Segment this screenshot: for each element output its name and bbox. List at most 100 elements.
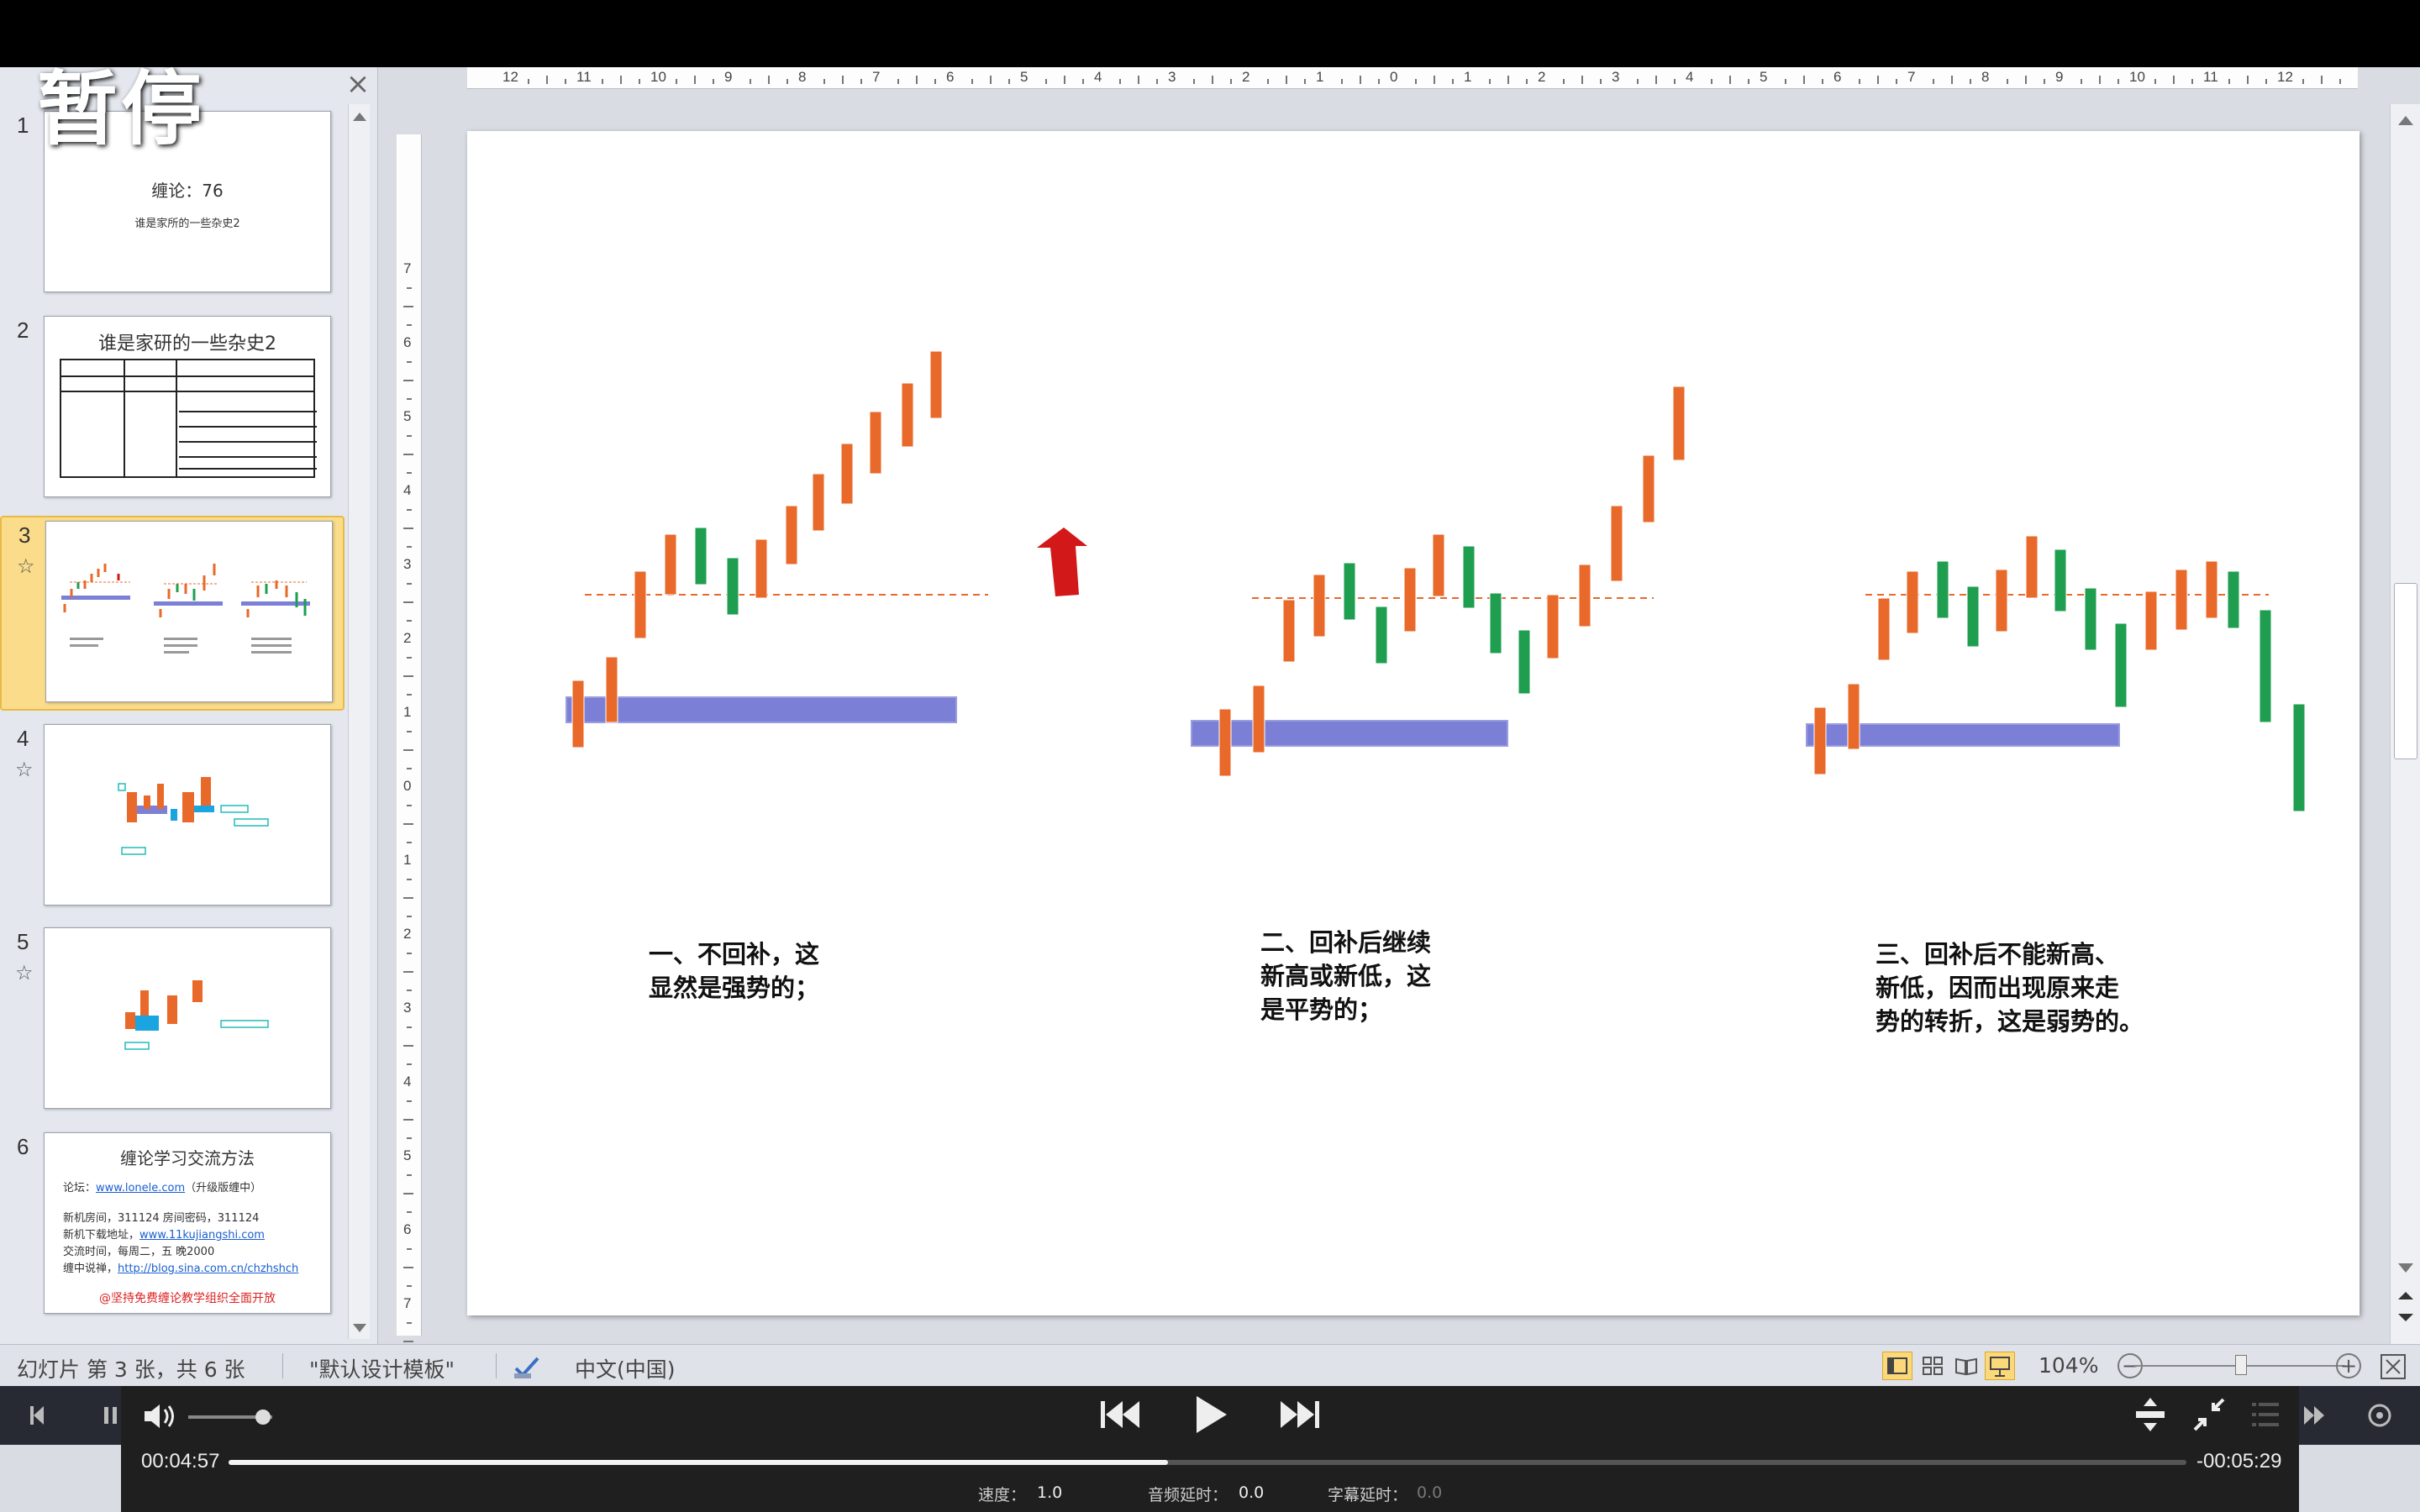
ruler-tick (565, 79, 566, 84)
zoom-slider-thumb[interactable] (2235, 1355, 2247, 1375)
scroll-down-icon[interactable] (353, 1324, 366, 1332)
thumbnail-title: 缠论学习交流方法 (120, 1148, 255, 1168)
close-pane-icon[interactable]: × (345, 67, 371, 101)
vertical-ruler: 7 6 5 4 3 2 1 0 1 2 3 4 5 6 7 (397, 134, 422, 1361)
caption-line: 是平势的； (1260, 995, 1383, 1024)
next-slide-icon[interactable] (2398, 1314, 2413, 1321)
normal-view-button[interactable] (1882, 1352, 1912, 1380)
slide-sorter-button[interactable] (1918, 1352, 1948, 1380)
down-candle (726, 557, 739, 616)
caption-line: 势的转折，这是弱势的。 (1876, 1007, 2144, 1036)
thumbnail-row-4[interactable]: 4 ☆ (0, 721, 345, 916)
down-candle (1462, 545, 1476, 609)
reading-view-button[interactable] (1951, 1352, 1981, 1380)
ruler-tick (2247, 76, 2249, 84)
ruler-tick (750, 79, 751, 84)
slideshow-icon (1990, 1357, 2010, 1377)
ruler-tick (407, 1322, 412, 1324)
up-candle (605, 656, 618, 723)
thumbnail-row-2[interactable]: 2 谁是家研的一些杂史2 (0, 312, 345, 507)
slideshow-button[interactable] (1985, 1352, 2015, 1380)
ruler-tick (2118, 79, 2119, 84)
ruler-tick (2321, 76, 2323, 84)
ruler-tick (934, 79, 936, 84)
next-icon[interactable] (1277, 1394, 1324, 1435)
previous-icon[interactable] (1096, 1394, 1143, 1435)
progress-bar[interactable] (229, 1460, 2186, 1465)
room-line: 新机房间，311124 房间密码，311124 (63, 1212, 260, 1225)
ruler-number: 9 (724, 69, 733, 85)
scroll-thumb[interactable] (2394, 583, 2417, 759)
volume-icon[interactable] (141, 1399, 178, 1433)
up-candle (571, 680, 585, 748)
ruler-number: 3 (1168, 69, 1176, 85)
volume-knob[interactable] (255, 1410, 271, 1425)
exit-fullscreen-icon[interactable] (2191, 1396, 2227, 1433)
caption-weak: 三、回补后不能新高、 新低，因而出现原来走 势的转折，这是弱势的。 (1876, 937, 2144, 1038)
zoom-level[interactable]: 104% (2039, 1353, 2099, 1378)
ruler-tick (407, 805, 412, 806)
ruler-tick (2228, 79, 2230, 84)
thumbnail-scrollbar[interactable] (348, 104, 370, 1339)
thumbnail-card[interactable] (44, 724, 331, 906)
ruler-tick (1341, 79, 1343, 84)
thumbnail-row-3[interactable]: 3 ☆ (0, 516, 345, 711)
slide-scrollbar[interactable] (2390, 104, 2420, 1344)
caption-line: 显然是强势的； (649, 974, 820, 1002)
ruler-tick (620, 76, 622, 84)
audio-delay-value[interactable]: 0.0 (1239, 1483, 1265, 1502)
caption-line: 一、不回补，这 (649, 940, 820, 969)
slide-number: 2 (17, 318, 29, 343)
down-candle (2084, 587, 2097, 651)
ruler-tick (1212, 76, 1213, 84)
thumbnail-card[interactable]: 谁是家研的一些杂史2 (44, 316, 331, 497)
previous-slide-icon[interactable] (2398, 1292, 2413, 1299)
up-candle (1218, 708, 1232, 777)
ruler-number: 8 (798, 69, 807, 85)
play-icon[interactable] (1188, 1393, 1232, 1436)
up-candle (1546, 594, 1560, 659)
ruler-tick (407, 879, 412, 880)
remaining-time: -00:05:29 (2196, 1450, 2282, 1473)
speed-value[interactable]: 1.0 (1037, 1483, 1063, 1502)
ruler-tick (403, 380, 413, 381)
playlist-icon[interactable] (2249, 1396, 2284, 1433)
ruler-tick (860, 79, 862, 84)
down-candle (1518, 629, 1531, 695)
ruler-number: 11 (2203, 69, 2218, 85)
thumbnail-card[interactable]: 缠论学习交流方法 论坛：www.lonele.com（升级版缠中） 新机房间，3… (44, 1132, 331, 1314)
down-candle (1375, 606, 1388, 664)
thumbnail-card[interactable] (44, 927, 331, 1109)
scroll-down-icon[interactable] (2398, 1263, 2413, 1273)
thumbnail-card[interactable] (45, 521, 333, 702)
up-candle (1610, 505, 1623, 582)
subtitle-delay-value[interactable]: 0.0 (1417, 1483, 1443, 1502)
spell-check-icon[interactable] (513, 1353, 543, 1380)
volume-slider[interactable] (188, 1415, 272, 1419)
language[interactable]: 中文(中国) (575, 1357, 676, 1382)
thumbnail-row-1[interactable]: 1 缠论：76 谁是家所的一些杂史2 (0, 108, 345, 302)
fit-to-window-icon[interactable] (2380, 1353, 2407, 1380)
thumbnail-card[interactable]: 缠论：76 谁是家所的一些杂史2 (44, 111, 331, 292)
ruler-tick (2191, 79, 2193, 84)
ruler-tick (916, 76, 918, 84)
resize-icon[interactable] (2133, 1396, 2168, 1433)
slide-canvas[interactable]: 一、不回补，这 显然是强势的； 二、回补后继续 新高或新低，这 是平势的； 三、… (467, 131, 2360, 1315)
thumbnail-row-5[interactable]: 5 ☆ (0, 924, 345, 1119)
down-candle (2114, 622, 2128, 708)
slide-number: 5 (17, 929, 29, 954)
thumbnail-row-6[interactable]: 6 缠论学习交流方法 论坛：www.lonele.com（升级版缠中） 新机房间… (0, 1129, 345, 1324)
ruler-tick (407, 324, 412, 326)
powerpoint-window: × 1 缠论：76 谁是家所的一些杂史2 2 谁是家研的一些杂史2 (0, 67, 2420, 1512)
scroll-up-icon[interactable] (353, 113, 366, 121)
ruler-tick (2007, 79, 2008, 84)
ruler-number: 12 (502, 69, 518, 85)
ruler-tick (407, 398, 412, 400)
theme-name[interactable]: "默认设计模板" (309, 1357, 455, 1382)
caption-line: 新高或新低，这 (1260, 962, 1432, 990)
zoom-in-icon[interactable]: + (2336, 1353, 2361, 1378)
up-candle (2175, 569, 2188, 631)
ruler-tick (786, 79, 788, 84)
scroll-up-icon[interactable] (2398, 116, 2413, 125)
ruler-tick (676, 79, 677, 84)
